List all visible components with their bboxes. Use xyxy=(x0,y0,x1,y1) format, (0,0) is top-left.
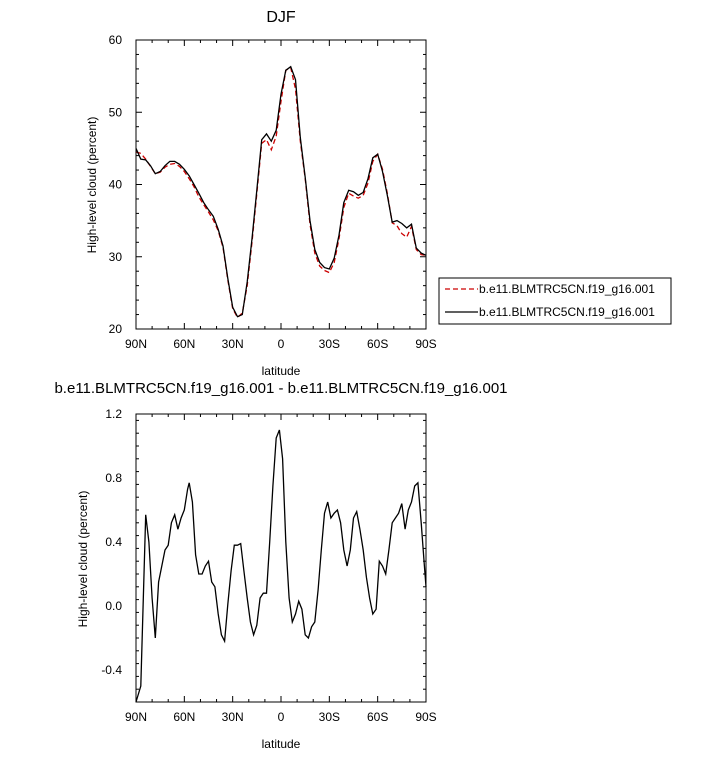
top-x-tick-label: 90N xyxy=(125,337,147,351)
bottom-x-tick-label: 0 xyxy=(278,710,285,724)
bottom-chart-y-axis-label: High-level cloud (percent) xyxy=(76,491,90,628)
bottom-x-tick-label: 60N xyxy=(173,710,195,724)
bottom-y-tick-label: 0.0 xyxy=(105,599,122,613)
top-x-tick-label: 60S xyxy=(367,337,388,351)
legend-box xyxy=(438,277,672,325)
top-chart-frame xyxy=(135,39,427,330)
top-chart-legend: b.e11.BLMTRC5CN.f19_g16.001 b.e11.BLMTRC… xyxy=(438,277,672,325)
top-chart-x-axis-label: latitude xyxy=(262,364,301,378)
top-y-tick-label: 20 xyxy=(109,322,123,336)
bottom-chart-y-axis-label-group: High-level cloud (percent) xyxy=(76,491,90,628)
bottom-x-tick-label: 90N xyxy=(125,710,147,724)
top-x-tick-label: 30N xyxy=(222,337,244,351)
top-x-tick-label: 30S xyxy=(319,337,340,351)
bottom-chart-title: b.e11.BLMTRC5CN.f19_g16.001 - b.e11.BLMT… xyxy=(54,380,507,397)
top-chart-ticks: 90N 60N 30N 0 30S 60S 90S 20 30 40 50 60 xyxy=(109,33,437,351)
top-x-tick-label: 0 xyxy=(278,337,285,351)
bottom-x-tick-label: 60S xyxy=(367,710,388,724)
top-series-line-2 xyxy=(135,65,427,318)
top-series-line-1 xyxy=(135,66,427,319)
top-chart-y-axis-label-group: High-level cloud (percent) xyxy=(85,117,99,254)
top-y-tick-label: 50 xyxy=(109,105,123,119)
bottom-chart-series xyxy=(135,429,427,703)
bottom-y-tick-label: 0.8 xyxy=(105,471,122,485)
bottom-x-tick-label: 30N xyxy=(222,710,244,724)
top-x-tick-label: 60N xyxy=(173,337,195,351)
bottom-x-tick-label: 90S xyxy=(415,710,436,724)
legend-label-series-1: b.e11.BLMTRC5CN.f19_g16.001 xyxy=(479,282,655,296)
bottom-series-line-1 xyxy=(135,429,427,703)
legend-label-series-2: b.e11.BLMTRC5CN.f19_g16.001 xyxy=(479,305,655,319)
top-y-tick-label: 40 xyxy=(109,178,123,192)
bottom-y-tick-label: 0.4 xyxy=(105,535,122,549)
bottom-chart: b.e11.BLMTRC5CN.f19_g16.001 - b.e11.BLMT… xyxy=(54,380,507,751)
top-x-tick-label: 90S xyxy=(415,337,436,351)
top-y-tick-label: 60 xyxy=(109,33,123,47)
bottom-chart-frame xyxy=(135,413,427,703)
bottom-x-tick-label: 30S xyxy=(319,710,340,724)
bottom-y-tick-label: 1.2 xyxy=(105,407,122,421)
top-y-tick-label: 30 xyxy=(109,250,123,264)
top-chart: DJF High-level cloud (percent) latitude … xyxy=(85,9,672,378)
top-chart-y-axis-label: High-level cloud (percent) xyxy=(85,117,99,254)
bottom-chart-x-axis-label: latitude xyxy=(262,737,301,751)
bottom-y-tick-label: -0.4 xyxy=(101,663,122,677)
top-chart-title: DJF xyxy=(266,9,296,26)
top-chart-series xyxy=(135,65,427,319)
